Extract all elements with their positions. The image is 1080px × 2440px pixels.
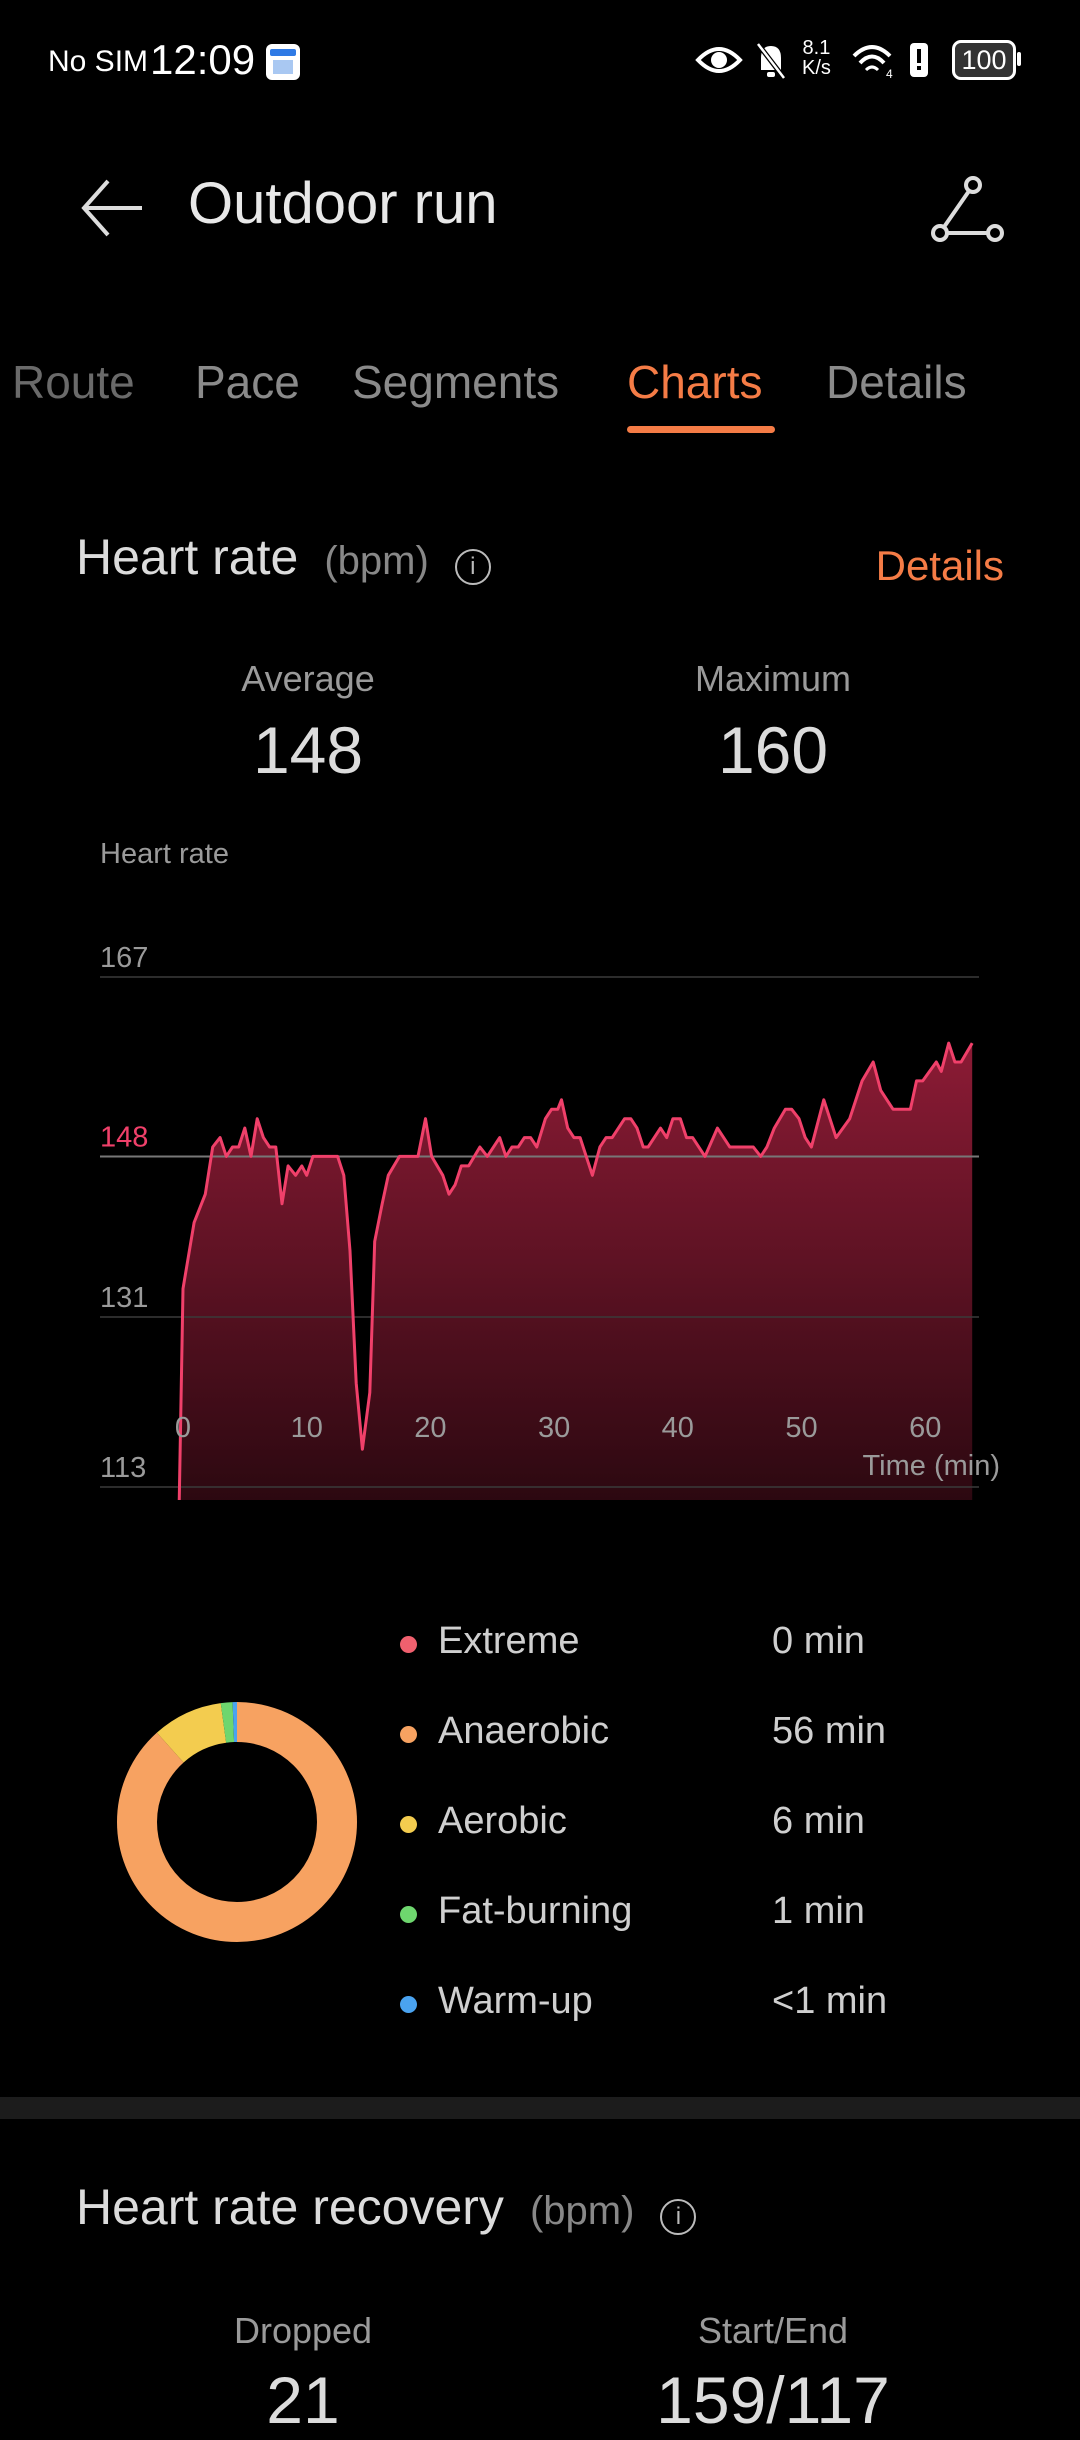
tab-route[interactable]: Route	[12, 356, 135, 408]
heart-rate-chart: 951131311481670102030405060	[100, 942, 979, 1500]
heart-rate-heading: Heart rate (bpm) i	[76, 528, 491, 586]
fat-burning-dot-icon	[400, 1906, 417, 1923]
y-tick-label: 167	[100, 942, 148, 974]
x-tick-label: 60	[909, 1412, 941, 1444]
recovery-title: Heart rate recovery	[76, 2179, 504, 2235]
maximum-value: 160	[717, 713, 829, 787]
y-tick-label: 148	[100, 1121, 148, 1153]
x-tick-label: 10	[291, 1412, 323, 1444]
dropped-value: 21	[266, 2363, 340, 2437]
legend-value: 6 min	[772, 1800, 865, 1842]
back-arrow-icon[interactable]	[78, 178, 148, 238]
battery-tip	[1017, 52, 1021, 66]
active-tab-indicator	[627, 426, 775, 433]
legend-label: Fat-burning	[438, 1890, 633, 1932]
tab-segments[interactable]: Segments	[352, 356, 560, 408]
warm-up-dot-icon	[400, 1996, 417, 2013]
legend-label: Warm-up	[438, 1980, 593, 2022]
x-tick-label: 0	[175, 1412, 191, 1444]
bell-muted-icon	[756, 42, 786, 80]
x-tick-label: 40	[662, 1412, 694, 1444]
section-divider	[0, 2097, 1080, 2119]
start-end-label: Start/End	[697, 2310, 849, 2351]
legend-value: 56 min	[772, 1710, 887, 1752]
y-tick-label: 113	[100, 1452, 146, 1484]
carrier-text: No SIM	[48, 45, 149, 78]
dropped-label: Dropped	[233, 2310, 373, 2351]
legend-label: Extreme	[438, 1620, 580, 1662]
x-tick-label: 50	[785, 1412, 817, 1444]
tab-details[interactable]: Details	[826, 356, 967, 408]
legend-label: Aerobic	[438, 1800, 567, 1842]
extreme-dot-icon	[400, 1636, 417, 1653]
recovery-unit: (bpm)	[529, 2189, 635, 2233]
start-end-value: 159/117	[656, 2363, 890, 2437]
legend-value: 1 min	[772, 1890, 865, 1932]
calendar-icon	[266, 44, 300, 80]
page-title: Outdoor run	[188, 171, 498, 236]
y-tick-label: 131	[100, 1282, 148, 1314]
donut-segment-anaerobic	[117, 1702, 357, 1942]
chart-y-label: Heart rate	[100, 838, 229, 870]
info-icon[interactable]: i	[454, 549, 491, 585]
clock: 12:09	[150, 36, 256, 83]
svg-text:4: 4	[886, 67, 893, 80]
wifi-icon: 4	[852, 45, 893, 80]
x-tick-label: 20	[414, 1412, 446, 1444]
net-speed-unit: K/s	[802, 57, 831, 79]
route-share-icon[interactable]	[930, 175, 1006, 245]
info-icon[interactable]: i	[660, 2199, 697, 2235]
tab-charts[interactable]: Charts	[627, 356, 763, 408]
donut-segment-warm-up	[117, 1702, 357, 1942]
zone-donut-chart	[117, 1702, 357, 1942]
legend-label: Anaerobic	[438, 1710, 610, 1752]
anaerobic-dot-icon	[400, 1726, 417, 1743]
tab-pace[interactable]: Pace	[195, 356, 300, 408]
eye-comfort-icon	[695, 47, 743, 73]
net-speed-value: 8.1	[802, 37, 831, 59]
maximum-label: Maximum	[694, 658, 851, 699]
heart-rate-unit: (bpm)	[324, 539, 429, 583]
heart-rate-line	[177, 1041, 974, 1500]
alert-icon	[910, 43, 928, 77]
battery-indicator: 100	[952, 40, 1016, 80]
network-speed: 8.1 K/s	[802, 38, 831, 78]
heart-rate-details-link[interactable]: Details	[875, 542, 1004, 589]
average-label: Average	[241, 658, 375, 699]
legend-value: <1 min	[772, 1980, 888, 2022]
recovery-heading: Heart rate recovery (bpm) i	[76, 2178, 697, 2236]
chart-x-label: Time (min)	[862, 1450, 1000, 1482]
status-bar: No SIM 12:09 8.1 K/s 4 100	[0, 0, 1080, 120]
heart-rate-title: Heart rate	[76, 529, 299, 585]
average-value: 148	[252, 713, 364, 787]
x-tick-label: 30	[538, 1412, 570, 1444]
legend-value: 0 min	[772, 1620, 865, 1662]
aerobic-dot-icon	[400, 1816, 417, 1833]
